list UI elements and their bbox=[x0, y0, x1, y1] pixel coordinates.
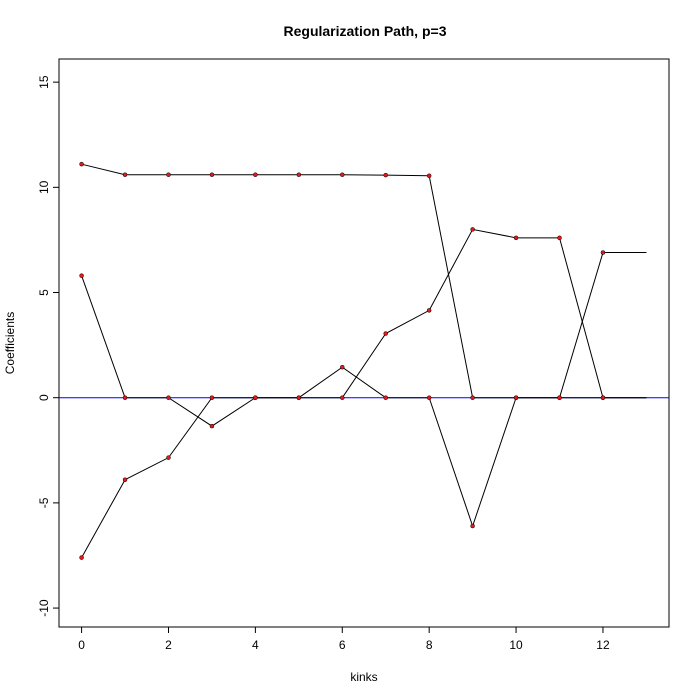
series-2-point bbox=[79, 273, 84, 278]
series-2-point bbox=[340, 364, 345, 370]
x-tick-label: 8 bbox=[426, 638, 433, 652]
series-1-point bbox=[340, 172, 345, 177]
y-tick-label: -10 bbox=[37, 599, 51, 617]
series-1-point bbox=[79, 161, 84, 167]
x-tick-label: 2 bbox=[165, 638, 172, 652]
series-3-point bbox=[340, 395, 345, 400]
series-2-line bbox=[81, 252, 647, 528]
series-3-point bbox=[383, 331, 388, 336]
series-3-point bbox=[253, 395, 258, 400]
series-3-point bbox=[296, 395, 302, 400]
series-3-point bbox=[470, 227, 475, 232]
x-axis-ticks: 0 2 4 6 8 10 12 bbox=[78, 627, 610, 652]
series-3-point bbox=[166, 455, 171, 460]
x-tick-label: 0 bbox=[78, 638, 85, 652]
x-tick-label: 4 bbox=[252, 638, 259, 652]
series-1-point bbox=[426, 173, 432, 179]
series-2-point bbox=[557, 395, 562, 400]
x-tick-label: 6 bbox=[339, 638, 346, 652]
series-3-point bbox=[426, 308, 432, 313]
series-1-point bbox=[166, 172, 171, 177]
y-axis-label: Coefficients bbox=[3, 312, 17, 374]
y-tick-label: 5 bbox=[37, 289, 51, 296]
series-3-point bbox=[122, 477, 128, 482]
x-tick-label: 12 bbox=[596, 638, 610, 652]
y-tick-label: -5 bbox=[37, 497, 51, 508]
series-3-point bbox=[209, 395, 215, 400]
series-2-point bbox=[122, 395, 128, 400]
series-2-point bbox=[383, 395, 388, 400]
series-1-point bbox=[122, 172, 128, 177]
y-tick-label: 15 bbox=[37, 75, 51, 89]
plot-frame bbox=[58, 58, 670, 628]
series-2-point bbox=[426, 395, 432, 400]
series-3-point bbox=[557, 235, 562, 241]
series-3-point bbox=[600, 395, 606, 400]
x-axis-label: kinks bbox=[350, 670, 377, 684]
series-2-point bbox=[470, 523, 475, 529]
series-2-point bbox=[600, 250, 606, 255]
series-1-point bbox=[296, 172, 302, 177]
series-3-point bbox=[79, 555, 84, 560]
series-2-point bbox=[209, 423, 215, 429]
y-axis-ticks: -10 -5 0 5 10 15 bbox=[37, 75, 59, 617]
series-3-point bbox=[513, 235, 519, 241]
series-1-point bbox=[470, 395, 475, 400]
series-3-line bbox=[81, 228, 647, 558]
series-layer bbox=[79, 161, 647, 560]
y-tick-label: 0 bbox=[37, 394, 51, 401]
series-2-point bbox=[166, 395, 171, 400]
chart-title: Regularization Path, p=3 bbox=[284, 23, 447, 39]
series-1-point bbox=[383, 172, 388, 178]
series-2-point bbox=[513, 395, 519, 400]
series-1-point bbox=[209, 172, 215, 177]
series-1-point bbox=[253, 172, 258, 177]
y-tick-label: 10 bbox=[37, 180, 51, 194]
x-tick-label: 10 bbox=[509, 638, 523, 652]
